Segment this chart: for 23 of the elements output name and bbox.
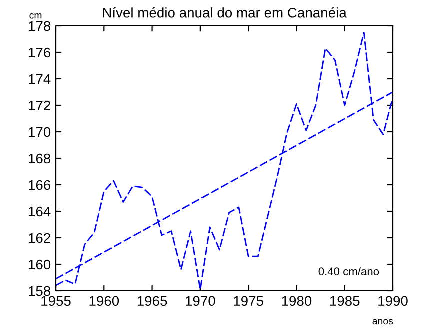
y-tick-label: 174 — [29, 74, 51, 84]
chart-title: Nível médio anual do mar em Cananéia — [103, 7, 347, 18]
annotation: 0.40 cm/ano — [318, 267, 380, 276]
y-axis-title: cm — [30, 13, 42, 19]
y-tick-label: 178 — [29, 21, 51, 32]
x-tick-label: 1985 — [330, 296, 360, 306]
y-tick-label: 170 — [29, 127, 51, 138]
x-tick-label: 1975 — [234, 296, 264, 306]
x-tick-label: 1960 — [90, 296, 120, 306]
y-tick-label: 172 — [29, 100, 50, 111]
x-tick-label: 1980 — [282, 296, 312, 306]
y-tick-label: 168 — [29, 154, 51, 164]
x-tick-label: 1970 — [186, 296, 216, 306]
x-tick-label: 1990 — [378, 296, 408, 306]
y-tick-label: 176 — [29, 48, 51, 58]
y-tick-label: 166 — [29, 180, 51, 190]
x-tick-label: 1965 — [138, 296, 168, 306]
y-tick-label: 162 — [29, 233, 50, 244]
x-axis-title: anos — [372, 319, 394, 325]
y-tick-label: 164 — [29, 206, 51, 217]
x-tick-label: 1955 — [42, 296, 71, 306]
y-tick-label: 160 — [29, 260, 51, 270]
y-tick-label: 158 — [29, 286, 51, 296]
